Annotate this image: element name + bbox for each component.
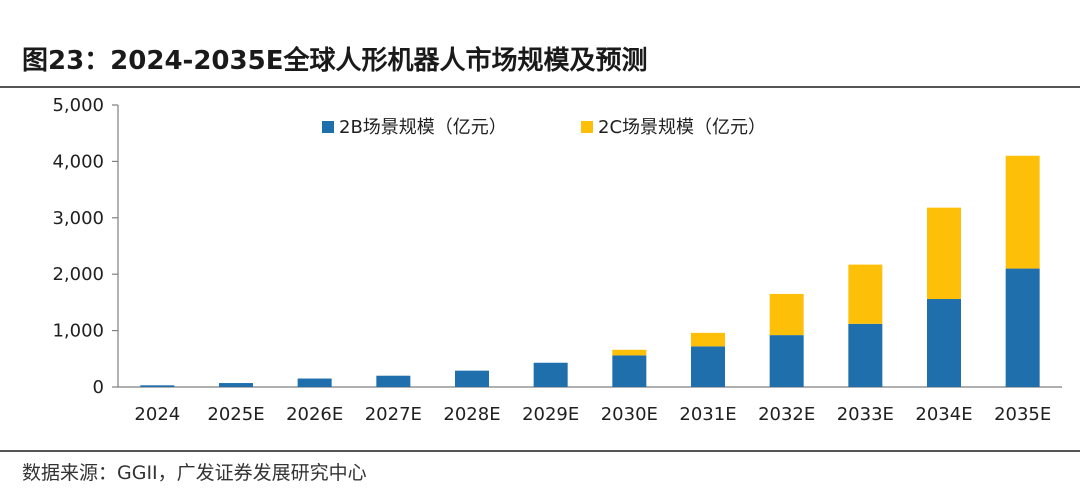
x-tick-label: 2030E bbox=[601, 404, 658, 425]
legend-label-2b: 2B场景规模（亿元） bbox=[339, 117, 507, 138]
chart-area: 0 1,000 2,000 3,000 4,000 5,000 2024 2025E 2026… bbox=[52, 95, 1062, 425]
bar-2c-2033E bbox=[848, 264, 883, 324]
bar-2c-2035E bbox=[1005, 155, 1040, 269]
legend-swatch-2c bbox=[581, 121, 593, 133]
bar-2b-2028E bbox=[455, 370, 489, 387]
y-tick-label: 0 bbox=[93, 377, 104, 398]
source-note: 数据来源：GGII，广发证券发展研究中心 bbox=[22, 462, 367, 484]
legend: 2B场景规模（亿元） 2C场景规模（亿元） bbox=[322, 117, 766, 138]
bar-2b-2031E bbox=[691, 346, 725, 387]
y-tick-label: 4,000 bbox=[52, 151, 104, 172]
bar-2b-2027E bbox=[376, 375, 411, 387]
bar-2c-2032E bbox=[769, 293, 804, 336]
y-tick-label: 1,000 bbox=[52, 321, 104, 342]
bar-2b-2030E bbox=[612, 355, 647, 387]
bar-2b-2034E bbox=[927, 299, 961, 387]
bar-2b-2024 bbox=[140, 385, 175, 387]
bar-2c-2031E bbox=[691, 332, 725, 347]
y-tick-label: 2,000 bbox=[52, 264, 104, 285]
x-tick-label: 2028E bbox=[443, 404, 500, 425]
x-tick-label: 2026E bbox=[286, 404, 343, 425]
x-axis: 2024 2025E 2026E 2027E 2028E 2029E 2030E 2031E 2… bbox=[118, 386, 1062, 425]
x-tick-label: 2035E bbox=[994, 404, 1051, 425]
bar-2b-2025E bbox=[219, 383, 253, 387]
bar-2b-2032E bbox=[769, 335, 804, 387]
y-tick-label: 5,000 bbox=[52, 95, 104, 116]
x-tick-label: 2029E bbox=[522, 404, 579, 425]
figure-title: 图23：2024-2035E全球人形机器人市场规模及预测 bbox=[22, 46, 648, 76]
bar-series bbox=[140, 155, 1040, 387]
legend-label-2c: 2C场景规模（亿元） bbox=[598, 117, 766, 138]
x-tick-label: 2033E bbox=[837, 404, 894, 425]
bar-2b-2033E bbox=[848, 323, 883, 387]
bottom-rule bbox=[0, 450, 1080, 452]
bar-2c-2030E bbox=[612, 349, 647, 356]
x-tick-label: 2027E bbox=[365, 404, 422, 425]
x-tick-label: 2024 bbox=[134, 404, 180, 425]
legend-swatch-2b bbox=[322, 121, 334, 133]
x-tick-label: 2032E bbox=[758, 404, 815, 425]
bar-2b-2035E bbox=[1005, 268, 1040, 387]
bar-2b-2026E bbox=[297, 378, 332, 387]
top-rule bbox=[0, 86, 1080, 88]
bar-2b-2029E bbox=[533, 362, 568, 387]
y-tick-label: 3,000 bbox=[52, 208, 104, 229]
bar-2c-2034E bbox=[927, 207, 961, 300]
x-tick-label: 2034E bbox=[915, 404, 972, 425]
x-tick-label: 2031E bbox=[679, 404, 736, 425]
x-tick-label: 2025E bbox=[207, 404, 264, 425]
y-axis: 0 1,000 2,000 3,000 4,000 5,000 bbox=[52, 95, 119, 398]
